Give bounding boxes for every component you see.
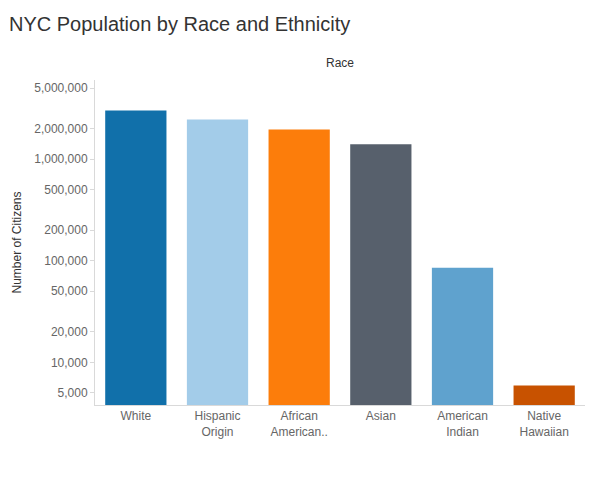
svg-text:2,000,000: 2,000,000 [34,122,88,136]
svg-text:5,000,000: 5,000,000 [34,81,88,95]
svg-text:Asian: Asian [366,409,396,423]
svg-text:AmericanIndian: AmericanIndian [437,409,488,439]
svg-text:HispanicOrigin: HispanicOrigin [194,409,240,439]
svg-text:Race: Race [326,56,354,70]
svg-text:Number of Citizens: Number of Citizens [10,191,24,293]
svg-text:50,000: 50,000 [51,284,88,298]
svg-text:White: White [120,409,151,423]
svg-text:10,000: 10,000 [51,356,88,370]
svg-text:5,000: 5,000 [58,386,88,400]
svg-text:1,000,000: 1,000,000 [34,152,88,166]
svg-text:NativeHawaiian: NativeHawaiian [519,409,568,439]
svg-text:100,000: 100,000 [44,254,88,268]
svg-text:500,000: 500,000 [44,183,88,197]
svg-text:20,000: 20,000 [51,325,88,339]
svg-text:NYC Population by Race and Eth: NYC Population by Race and Ethnicity [9,13,350,35]
svg-text:200,000: 200,000 [44,223,88,237]
svg-text:AfricanAmerican..: AfricanAmerican.. [270,409,327,439]
